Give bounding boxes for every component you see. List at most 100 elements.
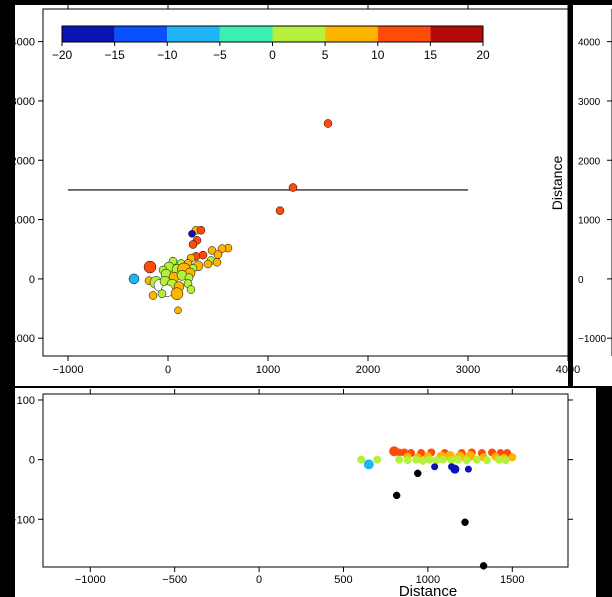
depth-event-point [461,518,469,527]
map-event-point [275,206,285,215]
colorbar-segment [62,26,115,42]
colorbar-segment [167,26,220,42]
depth-event-point [392,491,401,500]
depth-event-point [395,455,404,464]
map-y-tick-label: 2000 [11,155,35,167]
depth-panel-background [15,388,596,597]
colorbar-segment [219,26,273,42]
map-event-point [128,273,140,285]
map-event-point [174,306,182,315]
map-x-tick-label: 2000 [356,364,380,376]
depth-event-point [454,455,463,464]
map-event-point [207,246,217,255]
depth-event-point [414,469,422,478]
map-event-point [170,287,184,300]
depth-x-tick-label: 1500 [500,574,524,586]
depth-event-point [439,455,448,464]
map-event-point [323,119,333,128]
map-axis-ticks: −1000 0 1000 2000 3000 4000 −1000 0 1000 2000 3000… [4,4,580,376]
depth-event-point [450,464,460,474]
depth-event-point [363,459,374,470]
map-event-point [188,230,196,238]
map-y-tick-label: −1000 [4,333,35,345]
map-y-tick-label: 0 [29,274,35,286]
depth-event-point [447,456,456,465]
colorbar-tick-label: −20 [52,48,73,62]
depth-event-point [403,456,412,465]
depth-x-tick-label: −500 [162,574,187,586]
depth-event-point [501,456,510,465]
depth-event-point [425,455,434,464]
colorbar-tick-label: −10 [157,48,178,62]
map-event-point [196,225,206,235]
colorbar-tick-label: 15 [424,48,438,62]
map-x-tick-label: 1000 [256,364,280,376]
map-x-tick-label: 3000 [456,364,480,376]
depth-x-tick-label: 0 [256,574,262,586]
depth-event-point [412,455,421,464]
map-event-point [157,289,167,298]
depth-event-point [508,453,517,462]
colorbar-tick-label: 5 [322,48,329,62]
side-y-tick-label: 2000 [578,156,601,167]
side-y-tick-label: 3000 [578,97,601,108]
depth-event-point [418,456,427,465]
side-panel-background [573,5,612,386]
colorbar-segment [377,26,431,42]
side-axis-ticks: −1000 0 1000 2000 3000 4000 [578,38,612,345]
colorbar-segment [430,26,483,42]
colorbar-segment [325,26,378,42]
map-event-point [213,250,223,259]
map-event-point [217,244,227,253]
side-y-axis-label: Distance [549,156,565,211]
depth-y-tick-label: −100 [10,514,35,526]
side-y-tick-label: 4000 [578,38,601,49]
depth-event-point [357,455,366,464]
depth-x-axis-label: Distance [399,583,457,597]
map-y-tick-label: 3000 [11,96,35,108]
depth-x-tick-label: 500 [334,574,352,586]
map-y-tick-label: 4000 [11,37,35,49]
depth-y-tick-label: 0 [29,455,35,467]
depth-event-point [482,456,491,465]
depth-event-points [357,446,517,570]
map-event-point [188,240,198,249]
colorbar: −20 −15 −10 −5 0 5 10 15 20 [52,25,490,62]
depth-event-point [472,455,481,464]
depth-x-tick-label: 1000 [416,574,440,586]
map-event-point [288,183,298,192]
depth-event-point [462,456,471,465]
map-event-point [143,260,157,274]
colorbar-segment [272,26,326,42]
depth-event-point [494,455,503,464]
map-y-tick-label: 1000 [11,215,35,227]
colorbar-tick-label: −5 [213,48,227,62]
depth-event-point [479,562,488,570]
side-y-tick-label: −1000 [578,334,607,345]
depth-event-point [464,465,472,473]
map-panel-background [15,5,568,386]
map-event-point [186,285,196,294]
depth-x-tick-label: −1000 [75,574,106,586]
colorbar-segment [114,26,168,42]
map-event-point [212,258,222,267]
map-x-tick-label: 4000 [556,364,580,376]
map-event-point [148,291,158,300]
colorbar-tick-label: 20 [476,48,490,62]
depth-y-axis-label: depth [0,464,14,497]
colorbar-tick-label: −15 [104,48,125,62]
map-x-tick-label: −1000 [53,364,84,376]
map-event-point [203,259,213,269]
depth-event-point [373,455,382,464]
side-y-tick-label: 1000 [578,216,601,227]
map-x-tick-label: 0 [165,364,171,376]
map-plot-frame [42,8,569,357]
map-event-point [198,250,208,260]
colorbar-tick-label: 0 [269,48,276,62]
depth-event-point [432,456,441,465]
colorbar-tick-label: 10 [371,48,385,62]
side-y-tick-label: 0 [578,275,584,286]
